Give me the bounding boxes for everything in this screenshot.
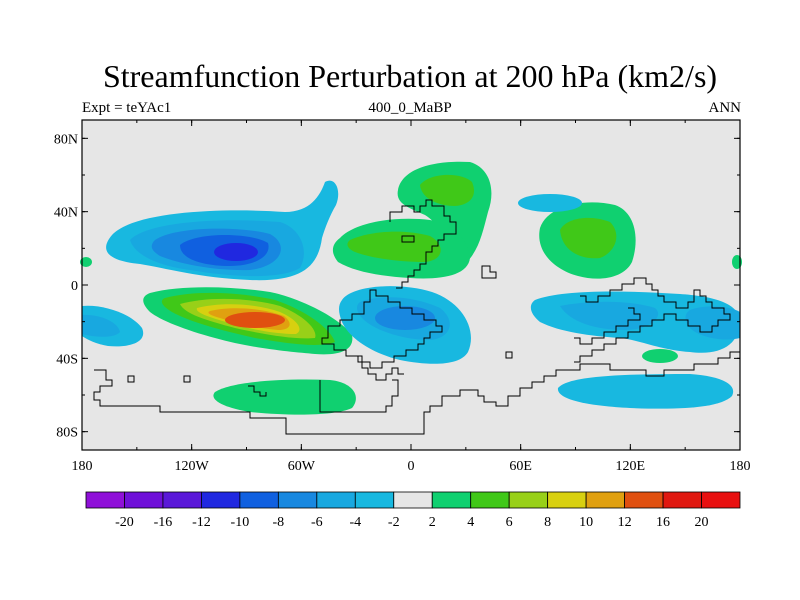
colorbar-swatch xyxy=(354,491,395,509)
colorbar-label: 20 xyxy=(695,515,709,530)
colorbar: -20 -16 -12 -10 -8 -6 -4 -2 2 4 6 8 10 12 16 20 xyxy=(85,491,741,530)
x-tick-label: 60W xyxy=(288,459,316,474)
contour-eeu-p4 xyxy=(420,174,475,206)
coast-eurasia xyxy=(389,199,457,289)
colorbar-swatch xyxy=(547,491,587,509)
colorbar-label: -16 xyxy=(154,515,173,530)
coastlines xyxy=(93,199,740,435)
colorbar-swatch xyxy=(701,491,741,509)
y-tick-label: 80S xyxy=(56,426,78,441)
y-axis: 80N 40N 0 40S 80S xyxy=(54,132,740,441)
colorbar-swatch xyxy=(85,491,125,509)
coast-island-sp xyxy=(127,375,135,383)
contour-sas-p4 xyxy=(560,217,617,259)
colorbar-swatch xyxy=(585,491,625,509)
contour-npac-m10 xyxy=(214,243,258,261)
coast-australia xyxy=(574,307,641,345)
colorbar-swatch xyxy=(124,491,164,509)
contour-sep-p12 xyxy=(225,312,285,328)
x-tick-label: 180 xyxy=(72,459,93,474)
colorbar-label: -10 xyxy=(231,515,250,530)
colorbar-label: 12 xyxy=(618,515,632,530)
colorbar-label: -8 xyxy=(273,515,285,530)
coast-asia-east xyxy=(574,277,731,363)
colorbar-swatch xyxy=(277,491,318,509)
x-tick-label: 120W xyxy=(175,459,210,474)
colorbar-swatch xyxy=(624,491,664,509)
colorbar-label: -2 xyxy=(388,515,400,530)
period-label: 400_0_MaBP xyxy=(368,100,452,116)
y-tick-label: 40S xyxy=(56,352,78,367)
coast-antarctica-inner xyxy=(319,379,399,413)
coast-madagascar xyxy=(356,355,404,381)
colorbar-label: 8 xyxy=(544,515,551,530)
colorbar-label: -20 xyxy=(115,515,134,530)
x-axis: 180 120W 60W 0 60E 120E 180 xyxy=(72,120,751,474)
y-tick-label: 0 xyxy=(71,279,78,294)
colorbar-label: 16 xyxy=(656,515,670,530)
x-tick-label: 180 xyxy=(730,459,751,474)
contour-natl-m2 xyxy=(518,194,582,212)
season-label: ANN xyxy=(708,100,742,116)
contour-nat-p4 xyxy=(347,231,441,262)
coast-nz xyxy=(248,385,267,397)
coast-se-asia xyxy=(481,265,497,279)
colorbar-label: 4 xyxy=(467,515,474,530)
map-title: Streamfunction Perturbation at 200 hPa (… xyxy=(102,58,718,94)
x-tick-label: 120E xyxy=(616,459,646,474)
colorbar-swatch xyxy=(239,491,279,509)
colorbar-swatch xyxy=(393,491,433,509)
colorbar-label: -6 xyxy=(311,515,323,530)
coast-small-island-1 xyxy=(401,235,415,243)
colorbar-label: 2 xyxy=(429,515,436,530)
experiment-label: Expt = teYAc1 xyxy=(82,100,172,116)
x-tick-label: 60E xyxy=(509,459,532,474)
colorbar-label: 6 xyxy=(506,515,513,530)
coast-antarctica xyxy=(93,351,740,435)
colorbar-swatch xyxy=(162,491,202,509)
y-tick-label: 80N xyxy=(54,132,78,147)
contour-sat-m6 xyxy=(375,306,435,330)
contour-fields xyxy=(80,161,742,415)
colorbar-swatch xyxy=(316,491,356,509)
colorbar-label: -4 xyxy=(349,515,361,530)
y-tick-label: 40N xyxy=(54,206,78,221)
contour-swp-m4 xyxy=(82,314,120,337)
contour-w-edge-p2 xyxy=(80,257,92,267)
coast-africa xyxy=(321,289,443,369)
colorbar-label: 10 xyxy=(579,515,593,530)
coast-island-sw xyxy=(183,375,191,383)
coast-south-georgia xyxy=(505,351,513,359)
contour-ind-m4b xyxy=(685,306,740,340)
contour-so-m2 xyxy=(557,374,734,409)
colorbar-swatch xyxy=(431,491,472,509)
contour-soaus-p2 xyxy=(642,349,678,363)
x-tick-label: 0 xyxy=(408,459,415,474)
colorbar-label: -12 xyxy=(192,515,211,530)
colorbar-swatch xyxy=(470,491,510,509)
colorbar-swatch xyxy=(508,491,549,509)
colorbar-swatch xyxy=(201,491,241,509)
colorbar-swatch xyxy=(662,491,702,509)
